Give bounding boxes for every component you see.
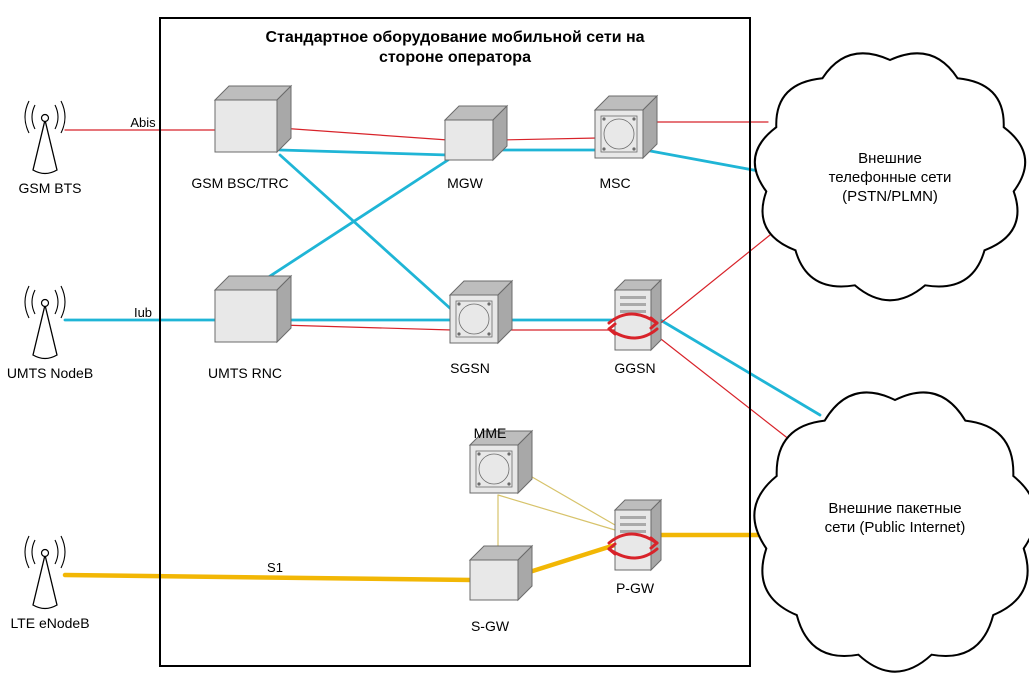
node-ggsn xyxy=(609,280,661,350)
diagram-label: MSC xyxy=(585,175,645,193)
link xyxy=(280,150,448,155)
diagram-label: Внешние пакетные сети (Public Internet) xyxy=(800,500,990,538)
diagram-label: GSM BSC/TRC xyxy=(175,175,305,193)
node-sgw xyxy=(470,546,532,600)
diagram-label: LTE eNodeB xyxy=(0,615,100,633)
link xyxy=(498,495,615,530)
diagram-label: S-GW xyxy=(460,618,520,636)
diagram-label: Abis xyxy=(118,115,168,131)
diagram-label: SGSN xyxy=(435,360,505,378)
link xyxy=(280,325,452,330)
link xyxy=(280,128,448,140)
node-umts-rnc xyxy=(215,276,291,342)
antenna-gsm-bts xyxy=(25,101,65,174)
link xyxy=(520,545,615,575)
diagram-label: P-GW xyxy=(600,580,670,598)
diagram-label: UMTS RNC xyxy=(195,365,295,383)
node-sgsn xyxy=(450,281,512,343)
link xyxy=(280,155,452,310)
diagram-label: GGSN xyxy=(600,360,670,378)
link xyxy=(652,235,770,330)
diagram-label: MGW xyxy=(430,175,500,193)
diagram-label: Внешние телефонные сети (PSTN/PLMN) xyxy=(805,150,975,206)
node-mgw xyxy=(445,106,507,160)
diagram-label: GSM BTS xyxy=(5,180,95,198)
diagram-label: UMTS NodeB xyxy=(0,365,100,383)
node-gsm-bsc xyxy=(215,86,291,152)
diagram-label: S1 xyxy=(250,560,300,576)
node-pgw xyxy=(609,500,661,570)
link xyxy=(520,470,615,525)
link xyxy=(498,138,598,140)
antenna-umts-nodeb xyxy=(25,286,65,359)
link xyxy=(652,315,820,415)
diagram-label: Стандартное оборудование мобильной сети … xyxy=(180,28,730,68)
antenna-lte-enodeb xyxy=(25,536,65,609)
diagram-label: MME xyxy=(460,425,520,443)
diagram-label: Iub xyxy=(118,305,168,321)
node-msc xyxy=(595,96,657,158)
